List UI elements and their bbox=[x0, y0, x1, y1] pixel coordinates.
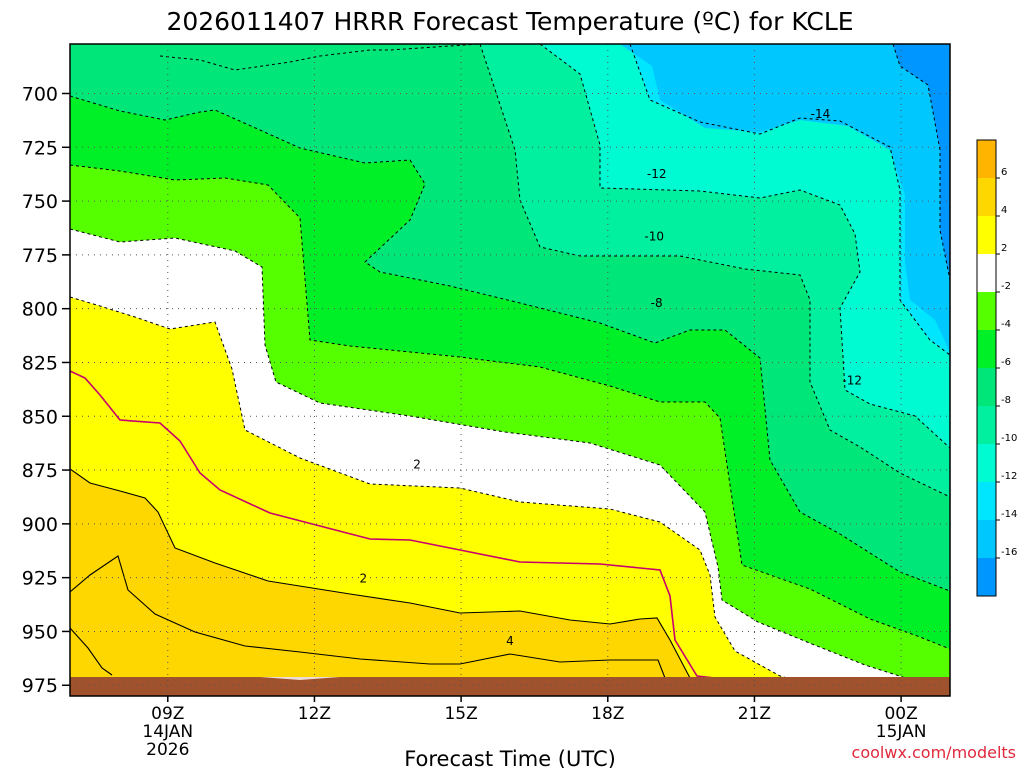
colorbar-swatch bbox=[977, 216, 996, 254]
colorbar-label: -14 bbox=[1001, 509, 1017, 520]
colorbar-swatch bbox=[977, 140, 996, 178]
isotherm-minus4 bbox=[70, 228, 950, 685]
x-tick-label: 09Z bbox=[151, 704, 184, 724]
isotherm-minus8 bbox=[70, 95, 950, 592]
band-minus12-to-minus10 bbox=[540, 44, 950, 448]
colorbar-swatch bbox=[977, 254, 996, 292]
colorbar-swatch bbox=[977, 520, 996, 558]
contour-label: -14 bbox=[811, 107, 831, 121]
x-tick-date: 14JAN bbox=[142, 722, 193, 742]
y-tick-label: 975 bbox=[22, 675, 58, 697]
y-tick-label: 900 bbox=[22, 514, 58, 536]
colorbar-label: -2 bbox=[1001, 281, 1011, 292]
colorbar-label: -4 bbox=[1001, 319, 1011, 330]
freezing-line bbox=[70, 370, 716, 679]
colorbar-label: -16 bbox=[1001, 547, 1017, 558]
x-tick-year: 2026 bbox=[146, 740, 189, 760]
x-axis-title: Forecast Time (UTC) bbox=[404, 747, 616, 768]
isotherm-minus2 bbox=[70, 296, 811, 685]
negative-isotherms bbox=[70, 44, 950, 685]
colorbar-swatch bbox=[977, 368, 996, 406]
colorbar-swatch bbox=[977, 406, 996, 444]
contour-label: -12 bbox=[647, 167, 667, 181]
y-tick-label: 725 bbox=[22, 137, 58, 159]
colorbar-label: -6 bbox=[1001, 357, 1011, 368]
x-tick-label: 15Z bbox=[444, 704, 477, 724]
isotherm-minus16 bbox=[892, 44, 950, 281]
x-tick-label: 00Z bbox=[884, 704, 917, 724]
isotherm-4 bbox=[70, 555, 666, 679]
grid bbox=[70, 44, 950, 696]
contour-label: 2 bbox=[360, 572, 368, 586]
y-tick-label: 750 bbox=[22, 191, 58, 213]
colorbar-label: 2 bbox=[1001, 243, 1007, 254]
colorbar-label: 4 bbox=[1001, 205, 1007, 216]
colorbar-swatch bbox=[977, 558, 996, 596]
y-tick-label: 700 bbox=[22, 83, 58, 105]
colorbar-swatch bbox=[977, 292, 996, 330]
colorbar-frame bbox=[976, 139, 997, 597]
x-tick-date: 15JAN bbox=[876, 722, 927, 742]
isotherm-minus10 bbox=[159, 44, 950, 498]
colorbar-label: 6 bbox=[1001, 167, 1007, 178]
chart-title: 2026011407 HRRR Forecast Temperature (ºC… bbox=[166, 7, 853, 36]
y-tick-label: 825 bbox=[22, 352, 58, 374]
colorbar-label: -8 bbox=[1001, 395, 1011, 406]
colorbar-label: -10 bbox=[1001, 433, 1017, 444]
y-tick-label: 925 bbox=[22, 568, 58, 590]
contour-labels: -14 -12 -10 -8 -12 2 2 4 bbox=[360, 107, 863, 648]
contour-label: -10 bbox=[644, 230, 664, 244]
plot-area: -14 -12 -10 -8 -12 2 2 4 bbox=[70, 44, 950, 696]
isotherm-6 bbox=[70, 627, 113, 676]
credit-text: coolwx.com/modelts bbox=[852, 743, 1016, 762]
x-tick-label: 18Z bbox=[591, 704, 624, 724]
y-tick-label: 775 bbox=[22, 245, 58, 267]
ground-surface bbox=[70, 677, 950, 696]
isotherm-2-upper bbox=[70, 468, 691, 679]
y-tick-label: 800 bbox=[22, 299, 58, 321]
colorbar: 6 4 2 -2 -4 -6 -8 -10 -12 -14 -16 bbox=[976, 139, 1017, 597]
x-tick-label: 21Z bbox=[738, 704, 771, 724]
isotherm-minus12 bbox=[539, 44, 950, 449]
band-minus16-to-minus14 bbox=[620, 44, 950, 352]
isotherm-minus6 bbox=[70, 164, 950, 650]
y-tick-label: 875 bbox=[22, 460, 58, 482]
contour-label: -12 bbox=[842, 374, 862, 388]
contour-label: 4 bbox=[506, 634, 514, 648]
isotherm-minus14 bbox=[629, 44, 950, 356]
positive-isotherms bbox=[70, 468, 691, 679]
colorbar-swatch bbox=[977, 444, 996, 482]
y-tick-label: 850 bbox=[22, 406, 58, 428]
colorbar-swatch bbox=[977, 330, 996, 368]
colorbar-swatch bbox=[977, 482, 996, 520]
y-tick-label: 950 bbox=[22, 621, 58, 643]
colorbar-swatch bbox=[977, 178, 996, 216]
y-axis: 700 725 750 775 800 825 850 875 900 925 950 975 bbox=[22, 83, 70, 697]
plot-frame bbox=[69, 43, 951, 697]
band-minus18-to-minus16 bbox=[893, 44, 950, 280]
ground-highlight bbox=[260, 677, 340, 680]
x-tick-label: 12Z bbox=[298, 704, 331, 724]
contour-label: 2 bbox=[413, 458, 421, 472]
colorbar-label: -12 bbox=[1001, 471, 1017, 482]
contour-label: -8 bbox=[651, 296, 663, 310]
